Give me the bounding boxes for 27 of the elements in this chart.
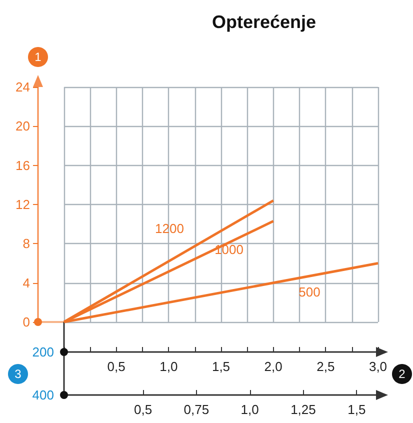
x-tick-label: 1,0 [160, 359, 178, 374]
x2-tick-label: 0,5 [134, 402, 152, 417]
y-tick-label: 4 [22, 275, 30, 290]
x2-tick-label: 1,0 [240, 402, 259, 417]
x2-axis-title: 3 [14, 367, 22, 381]
y-tick-label: 24 [16, 80, 30, 94]
y-tick-label: 12 [16, 197, 30, 212]
x2-tick-label: 1,5 [348, 402, 366, 417]
series-label: 1000 [214, 242, 244, 257]
y-tick-label: 20 [16, 118, 30, 134]
text: 200 [32, 344, 54, 360]
text: 400 [32, 388, 54, 402]
series-label: 1200 [155, 220, 184, 236]
chart-title: Opterećenje [212, 12, 316, 32]
x-tick-label: 3,0 [368, 359, 388, 374]
y-axis-title: 1 [34, 50, 42, 64]
x-axis-title: 2 [398, 367, 406, 381]
y-tick-label: 0 [22, 314, 30, 330]
x2-tick-label: 0,75 [184, 402, 210, 417]
y-tick-label: 8 [22, 236, 30, 252]
y-tick-label: 16 [16, 158, 30, 173]
x-tick-label: 2,0 [264, 359, 282, 374]
x-tick-label: 2,5 [316, 359, 335, 374]
x-tick-label: 1,5 [212, 359, 230, 374]
series-label: 500 [298, 284, 320, 300]
x-tick-label: 0,5 [107, 359, 126, 374]
x2-tick-label: 1,25 [290, 402, 316, 417]
